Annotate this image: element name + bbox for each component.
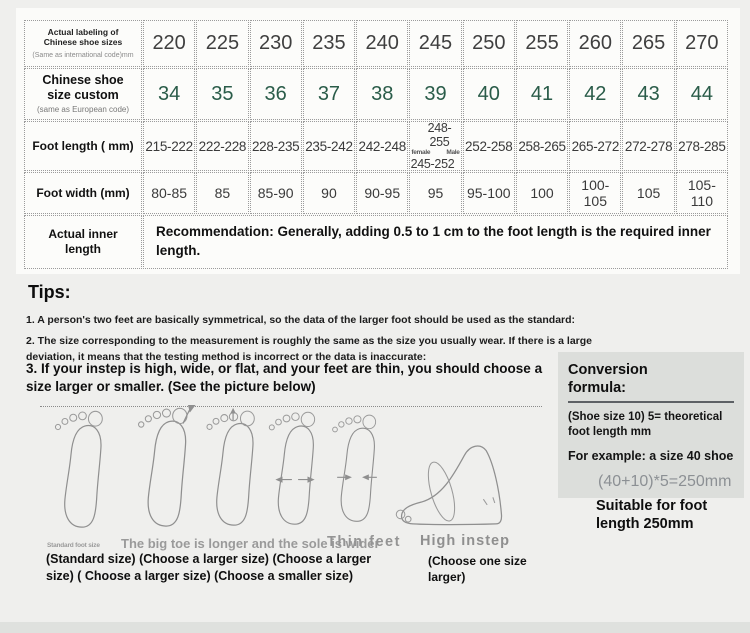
foot-length-cell: 228-235 xyxy=(249,121,302,171)
foot-length-cell: 215-222 xyxy=(143,121,196,171)
high-instep-advice-text: (Choose one size larger) xyxy=(428,554,527,585)
foot-width-cell: 105-110 xyxy=(675,172,728,214)
footprint-thin-feet-icon xyxy=(326,413,388,523)
intl-size-cell: 220 xyxy=(143,20,196,67)
foot-width-cell: 80-85 xyxy=(143,172,196,214)
foot-length-cell: 242-248 xyxy=(356,121,409,171)
foot-length-cell: 235-242 xyxy=(302,121,356,171)
footprint-long-big-toe-icon xyxy=(126,404,206,528)
eu-size-cell: 38 xyxy=(356,68,409,120)
intl-size-cell: 235 xyxy=(302,20,356,67)
male-label: Male xyxy=(446,149,460,157)
intl-size-cell: 240 xyxy=(356,20,409,67)
foot-width-cell: 100 xyxy=(515,172,569,214)
eu-size-cell: 44 xyxy=(675,68,728,120)
eu-size-cell: 36 xyxy=(249,68,302,120)
conversion-title: Conversion formula: xyxy=(568,361,734,404)
caption-big-toe-longer: The big toe is longer and the sole is wi… xyxy=(121,536,380,551)
foot-width-cell: 100-105 xyxy=(569,172,622,214)
eu-size-cell: 39 xyxy=(409,68,462,120)
tip-2: 2. The size corresponding to the measure… xyxy=(26,335,593,363)
foot-width-cell: 85 xyxy=(196,172,249,214)
row-label-intl-size: Actual labeling of Chinese shoe sizes (S… xyxy=(24,20,142,67)
footprint-standard-icon xyxy=(44,409,120,529)
toe-alignment-dotted-line xyxy=(40,406,542,407)
eu-size-cell: 40 xyxy=(462,68,515,120)
foot-width-cell: 95-100 xyxy=(462,172,515,214)
intl-size-cell: 265 xyxy=(622,20,675,67)
intl-size-cell: 260 xyxy=(569,20,622,67)
footprint-wide-sole-icon xyxy=(260,410,330,526)
foot-length-cell: 222-228 xyxy=(196,121,249,171)
caption-standard-foot-size: Standard foot size xyxy=(47,542,100,549)
eu-size-cell: 37 xyxy=(302,68,356,120)
foot-length-cell: 252-258 xyxy=(462,121,515,171)
eu-size-cell: 35 xyxy=(196,68,249,120)
foot-length-cell: 258-265 xyxy=(515,121,569,171)
intl-size-cell: 250 xyxy=(462,20,515,67)
foot-width-cell: 90 xyxy=(302,172,356,214)
foot-length-cell: 272-278 xyxy=(622,121,675,171)
conversion-formula-text: (Shoe size 10) 5= theoretical foot lengt… xyxy=(568,411,723,439)
female-label: female xyxy=(411,149,431,157)
row-label-text: Actual labeling of Chinese shoe sizes xyxy=(43,26,123,48)
tip-1: 1. A person's two feet are basically sym… xyxy=(26,314,576,326)
row-label-text: Chinese shoe size custom xyxy=(42,72,124,103)
eu-size-cell: 43 xyxy=(622,68,675,120)
intl-size-cell: 270 xyxy=(675,20,728,67)
foot-high-instep-icon xyxy=(392,436,530,530)
intl-size-cell: 255 xyxy=(515,20,569,67)
conversion-formula-box: Conversion formula: (Shoe size 10) 5= th… xyxy=(558,352,744,532)
tips-heading: Tips: xyxy=(28,282,71,302)
intl-size-cell: 230 xyxy=(249,20,302,67)
foot-width-cell: 90-95 xyxy=(356,172,409,214)
caption-thin-feet: Thin feet xyxy=(327,534,401,550)
foot-length-cell-male-female: 248-255 female Male 245-252 xyxy=(409,121,462,171)
row-label-foot-width: Foot width (mm) xyxy=(24,172,142,214)
conversion-calculation: (40+10)*5=250mm xyxy=(598,473,732,491)
female-foot-length: 245-252 xyxy=(410,156,455,171)
foot-width-cell: 105 xyxy=(622,172,675,214)
eu-size-cell: 41 xyxy=(515,68,569,120)
row-label-inner-length: Actual inner length xyxy=(24,215,142,269)
foot-length-cell: 278-285 xyxy=(675,121,728,171)
row-label-eu-size: Chinese shoe size custom (same as Europe… xyxy=(24,68,142,120)
foot-length-cell: 265-272 xyxy=(569,121,622,171)
intl-size-cell: 245 xyxy=(409,20,462,67)
conversion-result: Suitable for foot length 250mm xyxy=(596,498,708,533)
eu-size-cell: 42 xyxy=(569,68,622,120)
tip-3: 3. If your instep is high, wide, or flat… xyxy=(26,361,543,394)
recommendation-cell: Recommendation: Generally, adding 0.5 to… xyxy=(143,215,728,269)
size-advice-text: (Standard size) (Choose a larger size) (… xyxy=(46,552,372,583)
foot-width-cell: 95 xyxy=(409,172,462,214)
row-label-subtext: (Same as international code)mm xyxy=(32,51,134,59)
footprint-long-second-toe-icon xyxy=(196,407,272,527)
male-foot-length: 248-255 xyxy=(427,121,452,150)
row-label-subtext: (same as European code) xyxy=(36,104,130,114)
footer-strip xyxy=(0,622,750,633)
row-label-foot-length: Foot length ( mm) xyxy=(24,121,142,171)
foot-width-cell: 85-90 xyxy=(249,172,302,214)
shoe-size-table: Actual labeling of Chinese shoe sizes (S… xyxy=(24,20,728,269)
conversion-example-intro: For example: a size 40 shoe xyxy=(568,449,734,464)
eu-size-cell: 34 xyxy=(143,68,196,120)
caption-high-instep: High instep xyxy=(420,533,510,549)
intl-size-cell: 225 xyxy=(196,20,249,67)
